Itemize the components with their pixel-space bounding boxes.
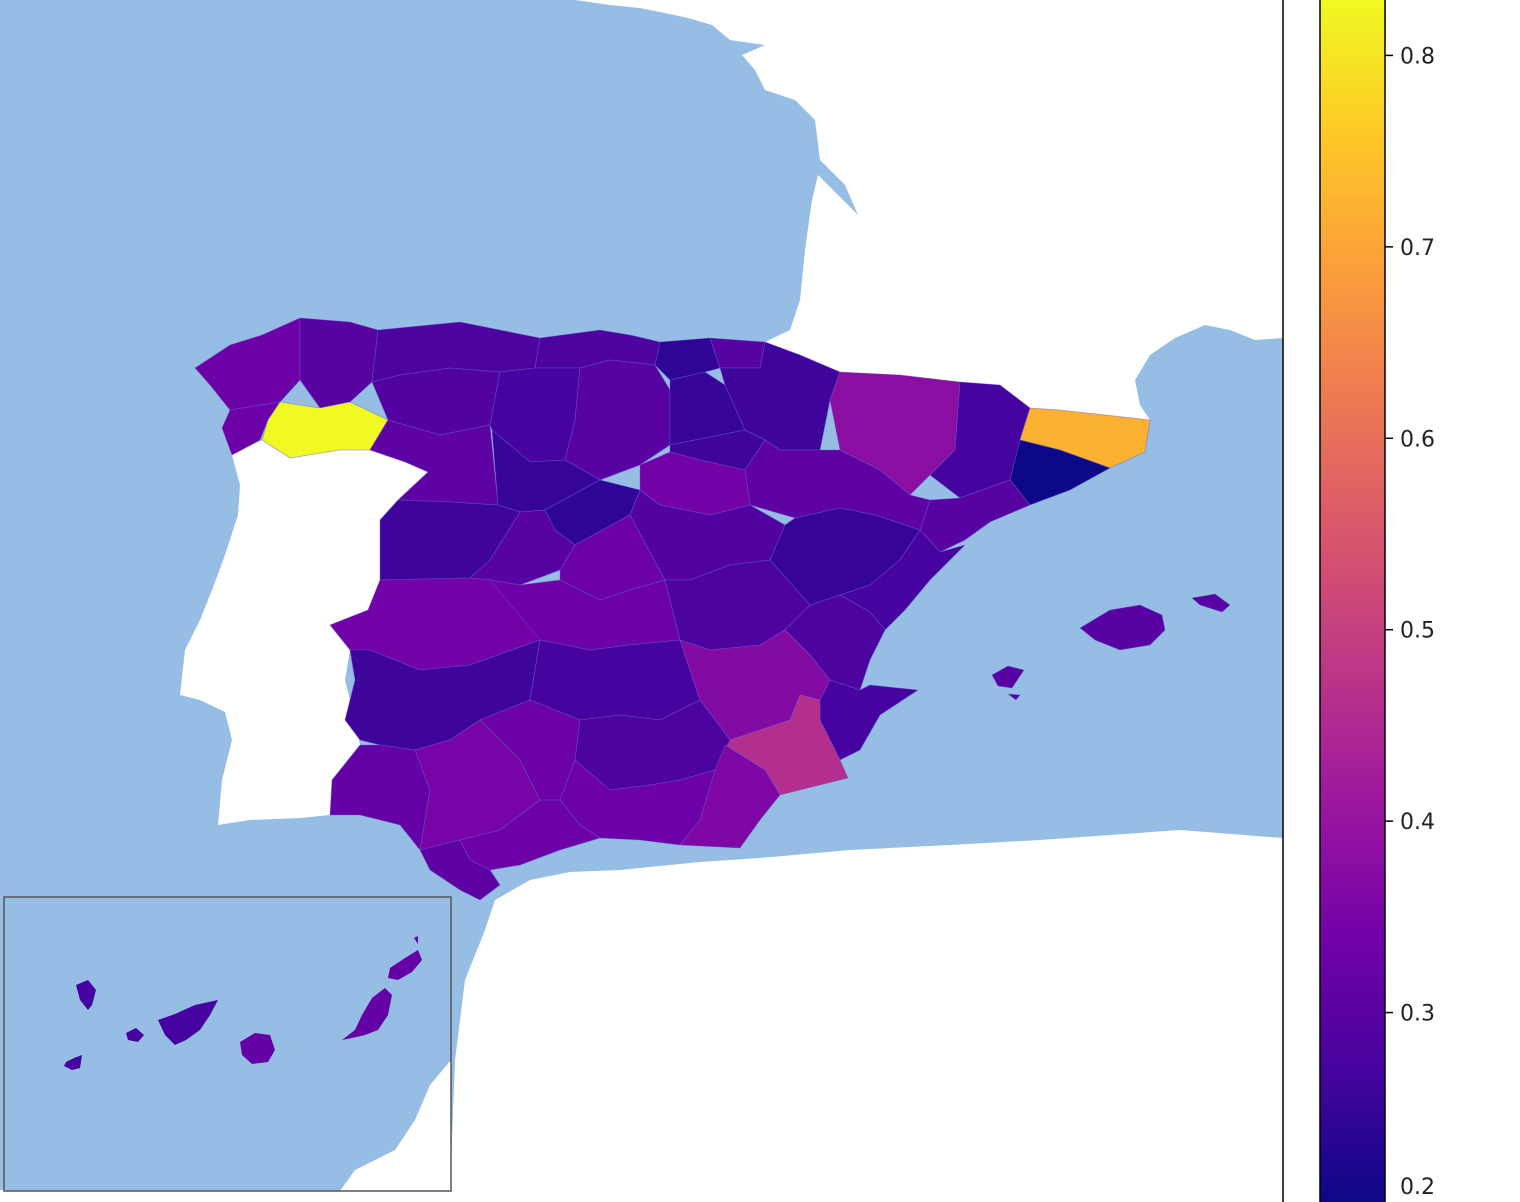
colorbar-tick-label: 0.6 (1400, 427, 1435, 452)
colorbar-tick-label: 0.5 (1400, 619, 1435, 644)
colorbar-tick-label: 0.8 (1400, 44, 1435, 69)
region-burgos (564, 359, 671, 481)
colorbar-tick-label: 0.7 (1400, 236, 1435, 261)
region-castellon (839, 529, 966, 631)
region-santa-cruz-de-tenerife (76, 980, 96, 1010)
region-baleares (1191, 593, 1231, 613)
region-ciudad-real (529, 639, 701, 721)
region-navarra (719, 341, 841, 451)
inset-frame (3, 896, 452, 1192)
region-lugo (299, 317, 379, 409)
colorbar: 0.2 0.3 0.4 0.5 0.6 0.7 0.8 (1319, 0, 1435, 1202)
colorbar-tick-label: 0.2 (1400, 1175, 1435, 1200)
africa-land (0, 830, 1283, 1202)
colorbar-gradient (1320, 0, 1385, 1202)
colorbar-tick-label: 0.3 (1400, 1002, 1435, 1027)
region-baleares (991, 665, 1025, 689)
inset-panel (4, 897, 451, 1191)
canary-islands (64, 936, 422, 1070)
region-gipuzkoa (709, 337, 766, 369)
region-cadiz (419, 839, 501, 901)
spain-provinces (194, 317, 1231, 901)
region-santa-cruz-de-tenerife (126, 1028, 144, 1042)
colorbar-frame (1319, 0, 1386, 1202)
portugal-land (180, 440, 428, 825)
france-land (575, 0, 1283, 420)
region-baleares (1079, 604, 1166, 651)
region-santa-cruz-de-tenerife (158, 1000, 218, 1045)
region-huesca (829, 371, 961, 496)
region-las-palmas (414, 936, 418, 944)
region-baleares (1007, 693, 1021, 701)
region-avila (469, 509, 576, 586)
region-las-palmas (342, 988, 392, 1040)
region-santa-cruz-de-tenerife (64, 1055, 82, 1070)
region-almeria (679, 744, 781, 849)
region-las-palmas (388, 950, 422, 980)
region-las-palmas (240, 1033, 275, 1064)
colorbar-tick-label: 0.4 (1400, 810, 1435, 835)
inset-africa-land (340, 1060, 451, 1191)
